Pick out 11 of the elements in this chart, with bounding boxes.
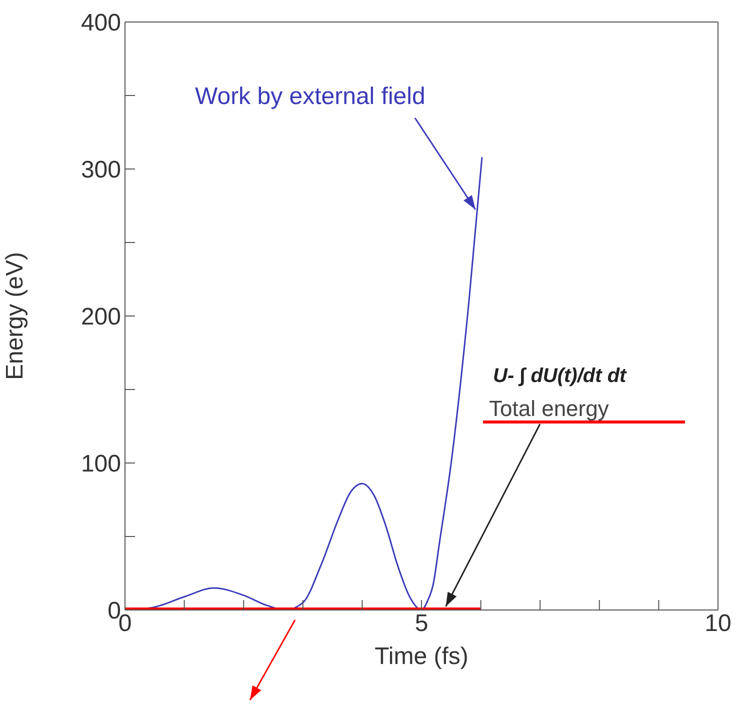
text: Total energy xyxy=(489,396,609,421)
y-tick-label: 200 xyxy=(80,304,121,331)
x-tick-label: 10 xyxy=(704,610,732,638)
annotation: U- ∫ dU(t)/dt dt xyxy=(493,365,628,387)
y-tick-label: 400 xyxy=(80,10,121,37)
y-tick-label: 300 xyxy=(80,156,121,184)
annotation: Work by external field xyxy=(195,83,426,110)
y-tick-label: 100 xyxy=(80,450,121,478)
x-axis-title: Time (fs) xyxy=(374,643,468,670)
x-tick-label: 5 xyxy=(414,610,428,638)
y-axis-title: Energy (eV) xyxy=(2,252,29,380)
